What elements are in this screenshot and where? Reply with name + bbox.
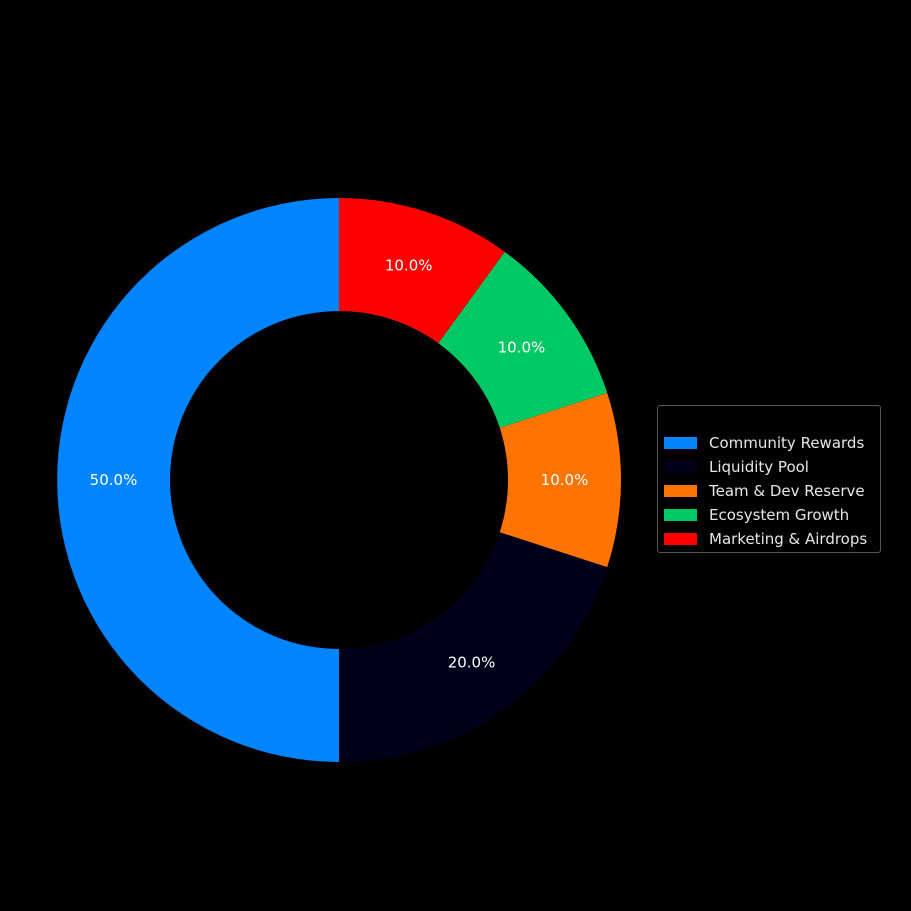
percent-label: 10.0% (498, 338, 546, 356)
legend-item-community-rewards: Community Rewards (664, 433, 864, 453)
legend-item-marketing-airdrops: Marketing & Airdrops (664, 529, 867, 549)
percent-label: 10.0% (385, 257, 433, 275)
percent-label: 10.0% (541, 471, 589, 489)
wedge-team-dev-reserve (499, 392, 621, 568)
legend-label: Ecosystem Growth (709, 506, 850, 524)
wedge-ecosystem-growth (438, 251, 608, 428)
legend-swatch (664, 485, 697, 497)
percent-label: 50.0% (90, 471, 138, 489)
wedge-group (57, 198, 621, 762)
legend-swatch (664, 461, 697, 473)
wedge-community-rewards (57, 198, 340, 762)
legend-item-team-dev-reserve: Team & Dev Reserve (664, 481, 865, 501)
legend-label: Community Rewards (709, 434, 865, 452)
legend-label: Marketing & Airdrops (709, 530, 868, 548)
wedge-marketing-airdrops (339, 198, 505, 344)
legend: Community Rewards Liquidity Pool Team & … (657, 405, 881, 553)
legend-swatch (664, 533, 697, 545)
legend-swatch (664, 437, 697, 449)
legend-label: Liquidity Pool (709, 458, 809, 476)
legend-label: Team & Dev Reserve (709, 482, 865, 500)
legend-item-ecosystem-growth: Ecosystem Growth (664, 505, 849, 525)
percent-label: 20.0% (448, 653, 496, 671)
legend-swatch (664, 509, 697, 521)
legend-item-liquidity-pool: Liquidity Pool (664, 457, 809, 477)
percent-label-group: 50.0% 20.0% 10.0% 10.0% 10.0% (90, 257, 589, 672)
wedge-liquidity-pool (339, 532, 608, 762)
